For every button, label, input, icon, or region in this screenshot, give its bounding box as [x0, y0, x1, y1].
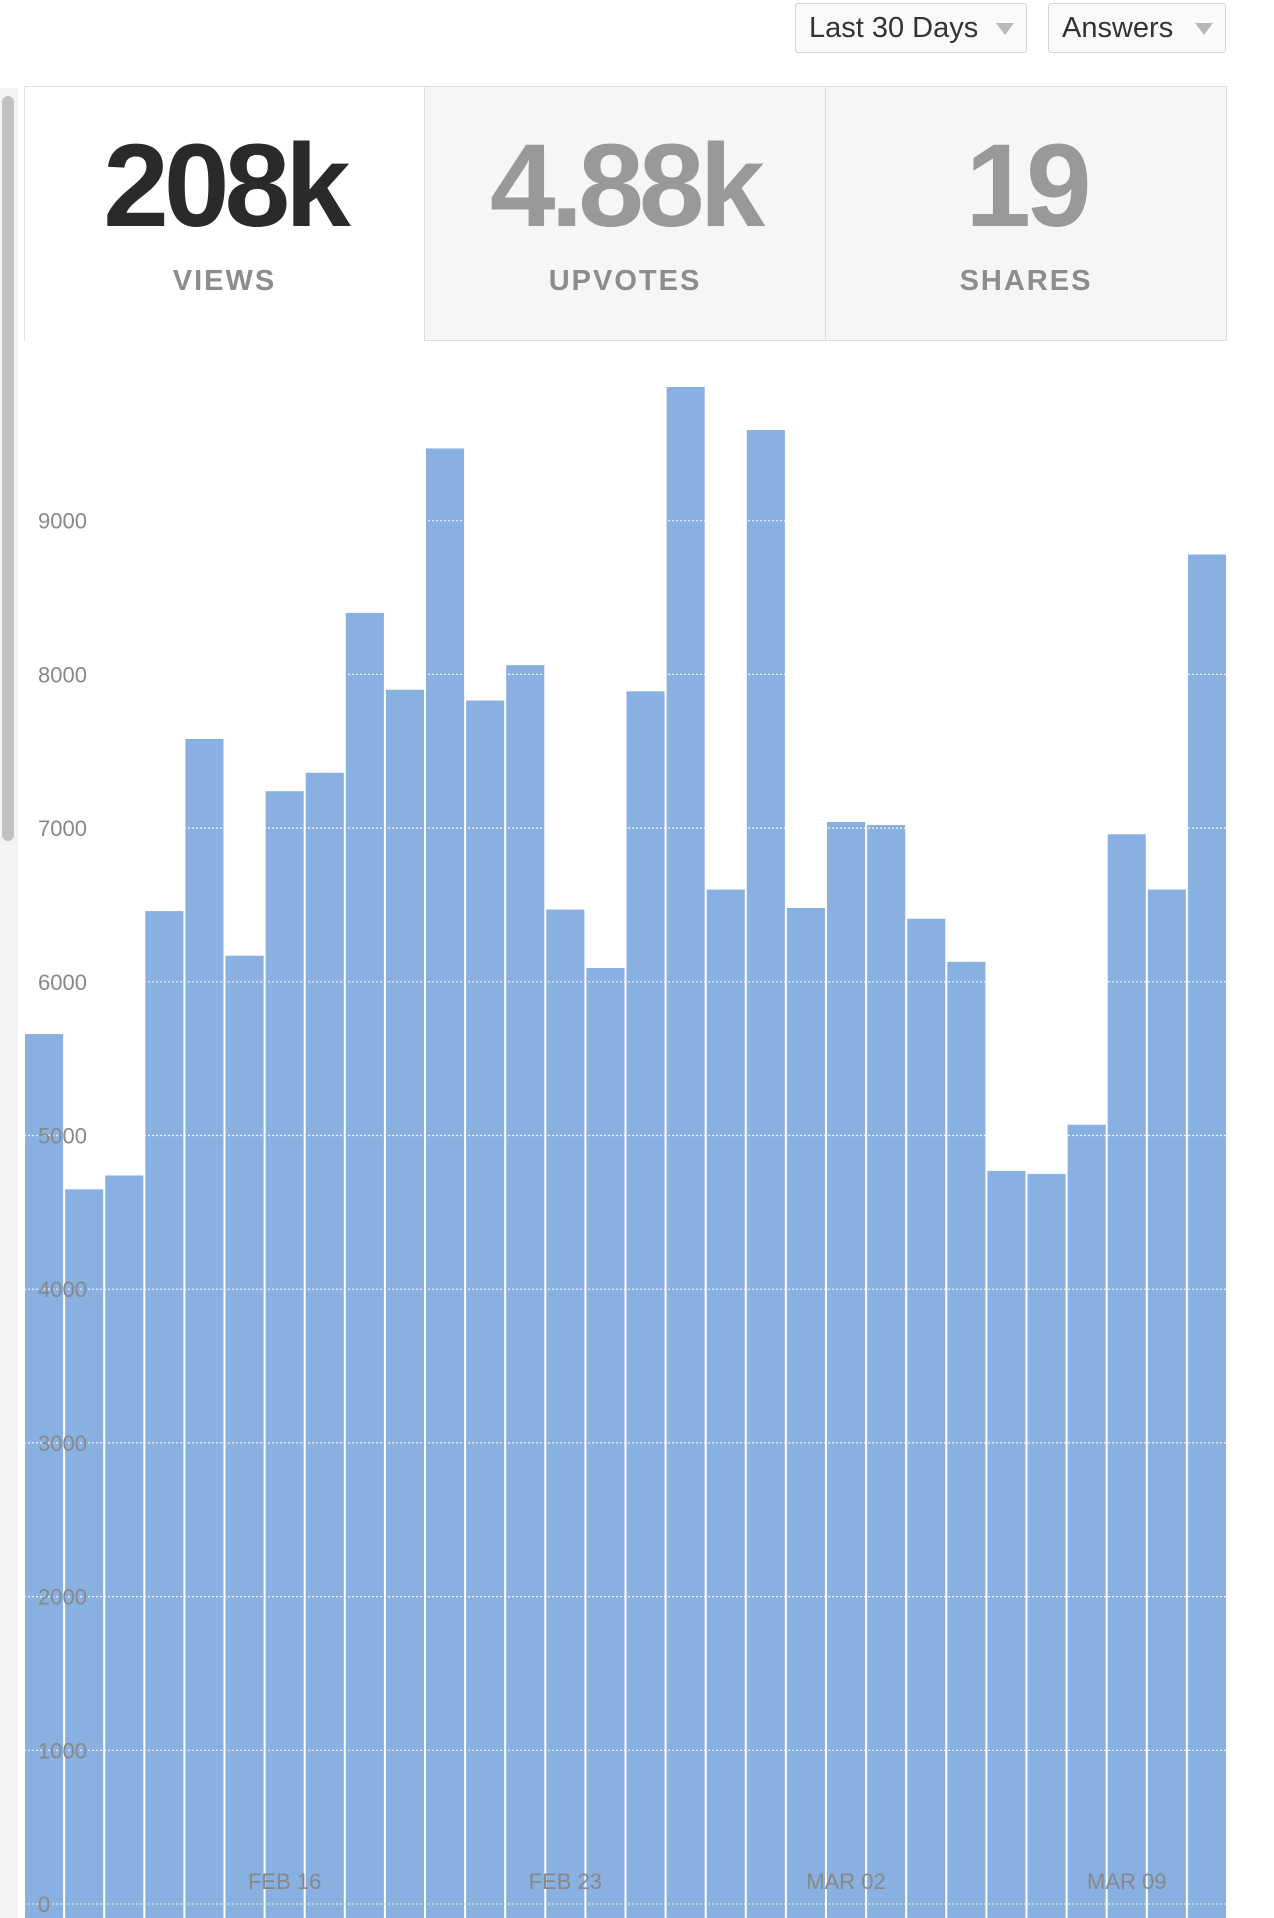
views-label: VIEWS: [172, 265, 277, 297]
chart-bar[interactable]: [1027, 1173, 1066, 1918]
chevron-down-icon: [1195, 23, 1213, 35]
chart-bar[interactable]: [305, 772, 344, 1918]
y-tick-label: 9000: [38, 509, 87, 534]
chart-bar[interactable]: [827, 821, 866, 1918]
chart-bar[interactable]: [105, 1175, 144, 1918]
chart-bar[interactable]: [907, 918, 946, 1918]
chart-bar[interactable]: [65, 1189, 104, 1918]
content-type-label: Answers: [1062, 11, 1174, 44]
chart-bar[interactable]: [746, 430, 785, 1918]
date-range-dropdown[interactable]: Last 30 Days: [795, 3, 1027, 53]
chart-bar[interactable]: [345, 612, 384, 1918]
chart-bar[interactable]: [466, 700, 505, 1918]
chart-bar[interactable]: [706, 889, 745, 1918]
chart-bar[interactable]: [1067, 1124, 1106, 1918]
chart-bar[interactable]: [546, 909, 585, 1918]
scrollbar-thumb[interactable]: [2, 96, 14, 841]
y-tick-label: 6000: [38, 970, 87, 995]
tab-upvotes[interactable]: 4.88k UPVOTES: [424, 86, 826, 341]
chart-bar[interactable]: [225, 955, 264, 1918]
chart-bar[interactable]: [1147, 889, 1186, 1918]
tab-views[interactable]: 208k VIEWS: [24, 86, 424, 341]
chart-bar[interactable]: [987, 1170, 1026, 1918]
shares-count: 19: [965, 120, 1091, 252]
chart-bar[interactable]: [1187, 554, 1226, 1918]
shares-label: SHARES: [959, 265, 1093, 297]
chart-bar[interactable]: [426, 448, 465, 1918]
chart-bar[interactable]: [586, 967, 625, 1918]
chart-bar[interactable]: [626, 691, 665, 1918]
chart-bar[interactable]: [385, 689, 424, 1918]
chart-bar[interactable]: [145, 911, 184, 1918]
upvotes-label: UPVOTES: [548, 265, 702, 297]
tab-shares[interactable]: 19 SHARES: [826, 86, 1227, 341]
chart-bar[interactable]: [506, 665, 545, 1918]
chart-bar[interactable]: [867, 825, 906, 1918]
views-count: 208k: [103, 120, 351, 252]
content-type-dropdown[interactable]: Answers: [1048, 3, 1226, 53]
upvotes-count: 4.88k: [489, 120, 765, 252]
y-tick-label: 7000: [38, 816, 87, 841]
stats-tabs: 208k VIEWS 4.88k UPVOTES 19 SHARES: [24, 86, 1227, 341]
chart-bar[interactable]: [25, 1034, 64, 1918]
chart-bar[interactable]: [185, 738, 224, 1918]
chart-bar[interactable]: [786, 908, 825, 1918]
chart-bar[interactable]: [666, 386, 705, 1918]
chart-bar[interactable]: [1107, 834, 1146, 1918]
chart-bar[interactable]: [265, 791, 304, 1918]
chart-bar[interactable]: [947, 961, 986, 1918]
date-range-label: Last 30 Days: [809, 11, 979, 44]
chevron-down-icon: [996, 23, 1014, 35]
y-tick-label: 8000: [38, 662, 87, 687]
